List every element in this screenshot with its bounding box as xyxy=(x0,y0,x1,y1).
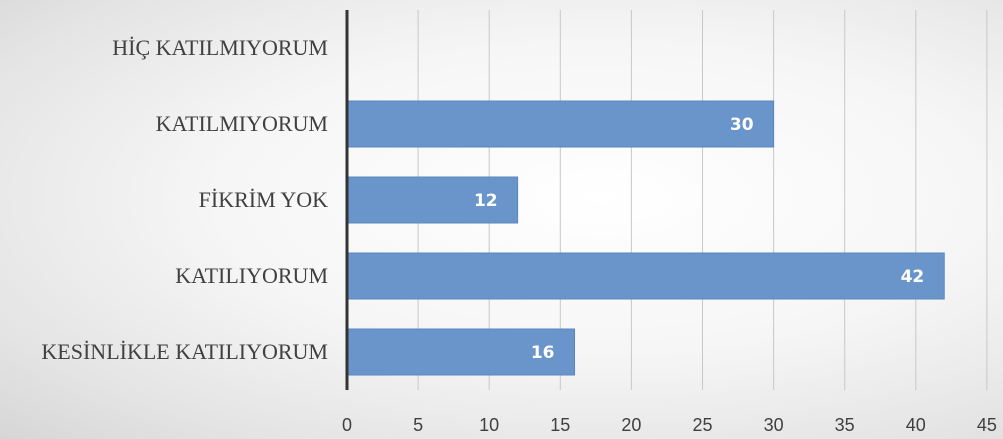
x-tick-label-45: 45 xyxy=(977,415,997,435)
x-tick-label-30: 30 xyxy=(764,415,784,435)
bar-4 xyxy=(346,252,945,300)
bar-5 xyxy=(346,328,576,376)
bars xyxy=(346,100,945,376)
x-tick-label-25: 25 xyxy=(692,415,712,435)
data-labels: 30 12 42 16 xyxy=(474,115,924,363)
category-label-5: KESİNLİKLE KATILIYORUM xyxy=(41,339,328,364)
category-labels: HİÇ KATILMIYORUM KATILMIYORUM FİKRİM YOK KA… xyxy=(41,35,328,364)
x-tick-label-5: 5 xyxy=(413,415,423,435)
data-label-4: 42 xyxy=(901,267,925,287)
x-tick-label-0: 0 xyxy=(342,415,352,435)
x-tick-label-10: 10 xyxy=(479,415,499,435)
category-label-1: HİÇ KATILMIYORUM xyxy=(112,35,328,60)
data-label-5: 16 xyxy=(531,343,555,363)
x-tick-label-40: 40 xyxy=(906,415,926,435)
data-label-3: 12 xyxy=(474,191,498,211)
category-label-2: KATILMIYORUM xyxy=(156,111,328,136)
x-tick-label-20: 20 xyxy=(621,415,641,435)
x-tick-label-15: 15 xyxy=(550,415,570,435)
data-label-2: 30 xyxy=(730,115,754,135)
category-label-3: FİKRİM YOK xyxy=(199,187,328,212)
gridlines xyxy=(417,10,988,390)
x-tick-label-35: 35 xyxy=(835,415,855,435)
bar-3 xyxy=(346,176,519,224)
category-label-4: KATILIYORUM xyxy=(175,263,328,288)
x-axis-tick-labels: 0 5 10 15 20 25 30 35 40 45 xyxy=(342,415,997,435)
bar-2 xyxy=(346,100,775,148)
